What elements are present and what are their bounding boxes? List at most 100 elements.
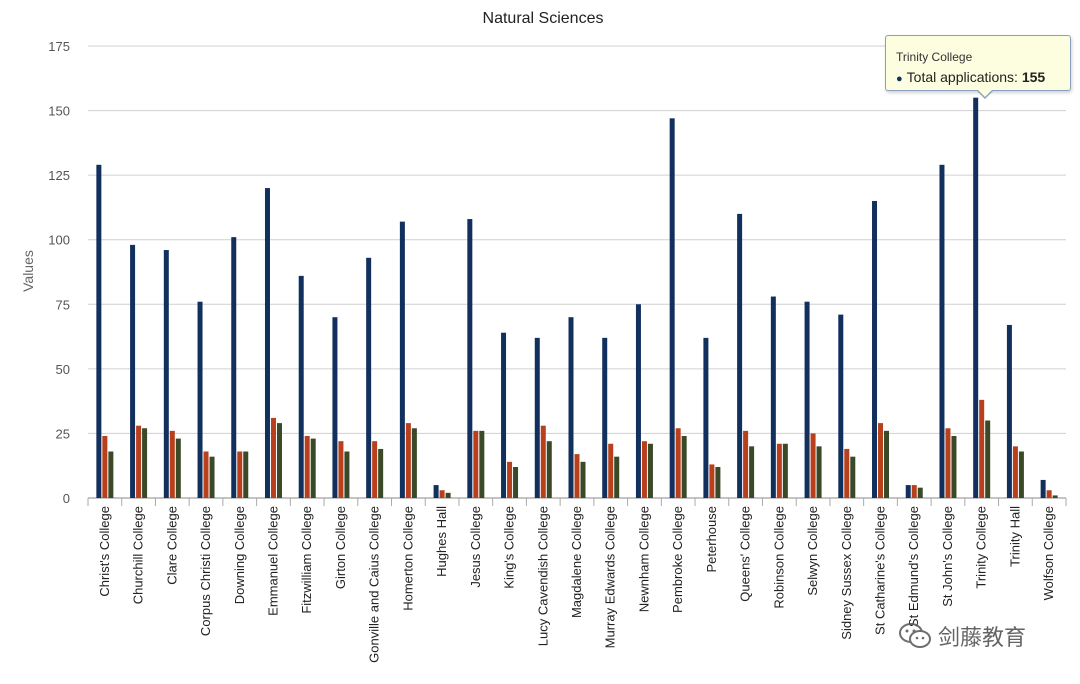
bar-1[interactable] bbox=[534, 337, 540, 498]
bar-2[interactable] bbox=[270, 417, 276, 498]
bar-2[interactable] bbox=[169, 430, 175, 498]
bar-3[interactable] bbox=[344, 451, 350, 498]
bar-2[interactable] bbox=[237, 451, 243, 498]
bar-2[interactable] bbox=[776, 443, 782, 498]
bar-2[interactable] bbox=[540, 425, 546, 498]
bar-1[interactable] bbox=[298, 275, 304, 498]
x-tick-label: Christ's College bbox=[97, 506, 112, 597]
y-tick-label: 75 bbox=[56, 297, 70, 312]
bar-2[interactable] bbox=[1012, 446, 1018, 498]
x-tick-label: Trinity Hall bbox=[1007, 506, 1022, 567]
bar-1[interactable] bbox=[501, 332, 507, 498]
bar-1[interactable] bbox=[1006, 324, 1012, 498]
bar-2[interactable] bbox=[102, 436, 108, 498]
bar-1[interactable] bbox=[231, 237, 237, 499]
bar-1[interactable] bbox=[872, 200, 878, 498]
wechat-icon bbox=[899, 623, 931, 648]
bar-2[interactable] bbox=[1046, 490, 1052, 498]
bar-1[interactable] bbox=[838, 314, 844, 498]
bar-3[interactable] bbox=[850, 456, 856, 498]
bar-2[interactable] bbox=[608, 443, 614, 498]
bar-1[interactable] bbox=[197, 301, 203, 498]
bar-1[interactable] bbox=[602, 337, 608, 498]
bar-1[interactable] bbox=[669, 118, 675, 498]
bar-2[interactable] bbox=[405, 423, 411, 498]
chart-title: Natural Sciences bbox=[483, 10, 604, 27]
tooltip-series-label: Total applications: bbox=[906, 69, 1018, 85]
bar-2[interactable] bbox=[878, 423, 884, 498]
bar-3[interactable] bbox=[479, 430, 485, 498]
bar-1[interactable] bbox=[467, 219, 473, 498]
bar-3[interactable] bbox=[580, 461, 586, 498]
bar-1[interactable] bbox=[96, 164, 102, 498]
bar-1[interactable] bbox=[264, 188, 270, 499]
bar-3[interactable] bbox=[411, 428, 417, 498]
y-axis-label: Values bbox=[20, 250, 36, 292]
bar-1[interactable] bbox=[939, 164, 945, 498]
bar-3[interactable] bbox=[310, 438, 316, 498]
bar-1[interactable] bbox=[737, 213, 743, 498]
bar-1[interactable] bbox=[163, 250, 169, 498]
bar-2[interactable] bbox=[709, 464, 715, 498]
bar-2[interactable] bbox=[338, 441, 344, 498]
x-tick-label: Queens' College bbox=[738, 506, 753, 602]
bar-3[interactable] bbox=[985, 420, 991, 498]
bar-3[interactable] bbox=[951, 436, 957, 498]
bar-2[interactable] bbox=[810, 433, 816, 498]
bar-3[interactable] bbox=[513, 467, 519, 498]
bar-3[interactable] bbox=[142, 428, 148, 498]
bar-2[interactable] bbox=[743, 430, 749, 498]
bar-3[interactable] bbox=[276, 423, 282, 498]
bar-3[interactable] bbox=[445, 492, 451, 498]
bar-3[interactable] bbox=[614, 456, 620, 498]
bar-2[interactable] bbox=[136, 425, 142, 498]
bar-2[interactable] bbox=[203, 451, 209, 498]
bar-3[interactable] bbox=[175, 438, 181, 498]
bar-1[interactable] bbox=[804, 301, 810, 498]
bar-3[interactable] bbox=[681, 436, 687, 498]
bar-3[interactable] bbox=[816, 446, 822, 498]
bar-1[interactable] bbox=[905, 485, 911, 498]
bar-3[interactable] bbox=[917, 487, 923, 498]
x-tick-label: Emmanuel College bbox=[265, 506, 280, 616]
bar-2[interactable] bbox=[641, 441, 647, 498]
bar-1[interactable] bbox=[568, 317, 574, 498]
bar-3[interactable] bbox=[647, 443, 653, 498]
bar-2[interactable] bbox=[507, 461, 513, 498]
bar-1[interactable] bbox=[366, 257, 372, 498]
bar-3[interactable] bbox=[782, 443, 788, 498]
x-tick-label: Clare College bbox=[164, 506, 179, 585]
bar-3[interactable] bbox=[546, 441, 552, 498]
tooltip-value: 155 bbox=[1021, 69, 1046, 85]
bar-3[interactable] bbox=[1052, 495, 1058, 498]
bar-3[interactable] bbox=[884, 430, 890, 498]
bar-1[interactable] bbox=[130, 244, 136, 498]
bar-1[interactable] bbox=[973, 97, 979, 499]
bar-1[interactable] bbox=[770, 296, 776, 498]
bar-3[interactable] bbox=[108, 451, 114, 498]
bar-2[interactable] bbox=[979, 399, 985, 498]
bar-1[interactable] bbox=[635, 304, 641, 498]
bar-1[interactable] bbox=[703, 337, 709, 498]
bar-1[interactable] bbox=[399, 221, 405, 499]
bar-2[interactable] bbox=[844, 448, 850, 498]
bar-1[interactable] bbox=[433, 485, 439, 498]
bar-1[interactable] bbox=[332, 317, 338, 498]
bar-1[interactable] bbox=[1040, 479, 1046, 498]
bar-2[interactable] bbox=[473, 430, 479, 498]
y-tick-label: 25 bbox=[56, 426, 70, 441]
bar-3[interactable] bbox=[209, 456, 215, 498]
bar-2[interactable] bbox=[304, 436, 310, 498]
bar-2[interactable] bbox=[675, 428, 681, 498]
bar-3[interactable] bbox=[1018, 451, 1024, 498]
bar-2[interactable] bbox=[945, 428, 951, 498]
bar-3[interactable] bbox=[749, 446, 755, 498]
bar-2[interactable] bbox=[574, 454, 580, 498]
bar-3[interactable] bbox=[715, 467, 721, 498]
bar-2[interactable] bbox=[372, 441, 378, 498]
bar-3[interactable] bbox=[243, 451, 249, 498]
bar-2[interactable] bbox=[439, 490, 445, 498]
tooltip-dot: ● bbox=[896, 73, 903, 85]
bar-3[interactable] bbox=[378, 448, 384, 498]
bar-2[interactable] bbox=[911, 485, 917, 498]
